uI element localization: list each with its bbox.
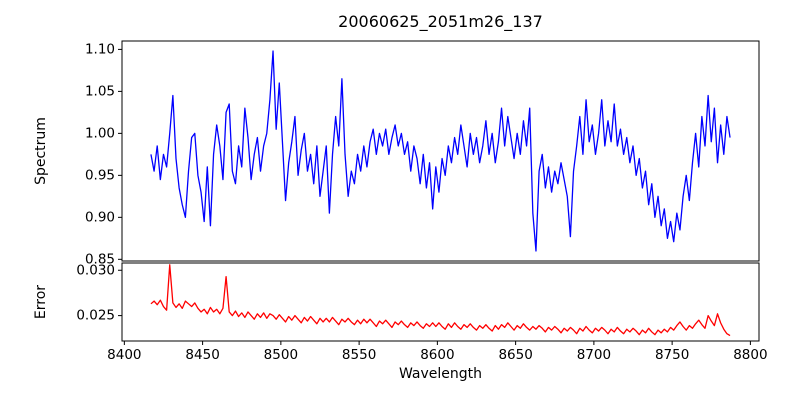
y-tick-label: 1.00 [85,125,115,141]
y-tick-label: 0.025 [76,308,115,324]
x-tick-label: 8750 [655,347,689,363]
spectrum-line [150,50,731,252]
y-tick-label: 1.10 [85,41,115,57]
x-tick-label: 8800 [733,347,767,363]
x-tick-label: 8500 [264,347,298,363]
chart-title: 20060625_2051m26_137 [338,12,543,31]
y-tick-label: 1.05 [85,83,115,99]
x-tick-label: 8600 [420,347,454,363]
x-tick-label: 8450 [185,347,219,363]
spectrum-axes-spines [121,40,760,262]
y-axis-label-error: Error [33,284,49,320]
y-axis-label-spectrum: Spectrum [33,117,49,185]
y-tick-label: 0.85 [85,251,115,267]
x-tick-label: 8550 [342,347,376,363]
x-tick-label: 8700 [577,347,611,363]
error-line [150,264,731,337]
error-axes-spines [121,262,760,342]
x-axis-label: Wavelength [398,366,483,382]
y-tick-label: 0.90 [85,209,115,225]
y-tick-label: 0.95 [85,167,115,183]
x-tick-label: 8400 [107,347,141,363]
y-tick-label: 0.030 [76,262,115,278]
x-tick-label: 8650 [498,347,532,363]
